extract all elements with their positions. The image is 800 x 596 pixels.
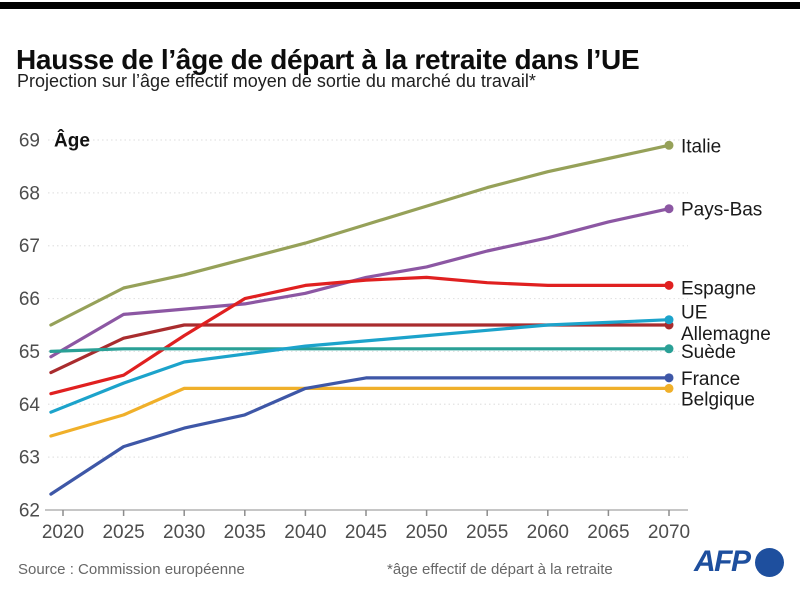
afp-logo-text: AFP	[694, 545, 751, 578]
endpoint-dot-pays-bas	[664, 204, 674, 214]
y-tick-label: 67	[19, 236, 40, 257]
y-tick-label: 64	[19, 395, 41, 416]
x-tick-label: 2025	[102, 522, 144, 543]
afp-logo-circle-icon	[754, 547, 784, 577]
x-tick-label: 2070	[648, 522, 690, 543]
series-label-italie: Italie	[681, 136, 721, 157]
line-ue	[49, 318, 671, 414]
x-tick-label: 2030	[163, 522, 205, 543]
chart-subtitle: Projection sur l’âge effectif moyen de s…	[17, 71, 536, 91]
series-label-france: France	[681, 369, 740, 390]
series-label-belgique: Belgique	[681, 389, 755, 410]
endpoint-dot-france	[664, 373, 674, 383]
source-credit: Source : Commission européenne	[18, 561, 245, 578]
endpoint-dot-belgique	[664, 383, 674, 393]
footnote: *âge effectif de départ à la retraite	[387, 561, 613, 578]
series-label-espagne: Espagne	[681, 278, 756, 299]
line-belgique	[49, 386, 671, 438]
series-label-pays-bas: Pays-Bas	[681, 200, 762, 221]
y-axis-title: Âge	[54, 130, 90, 152]
series-label-suède: Suède	[681, 342, 736, 363]
page-title: Hausse de l’âge de départ à la retraite …	[16, 43, 640, 75]
endpoint-dot-espagne	[664, 280, 674, 290]
x-tick-label: 2020	[42, 522, 84, 543]
y-tick-label: 68	[19, 183, 40, 204]
y-tick-label: 63	[19, 448, 40, 469]
y-tick-label: 62	[19, 500, 40, 521]
x-tick-label: 2050	[405, 522, 447, 543]
x-tick-label: 2065	[587, 522, 629, 543]
top-black-bar	[0, 2, 800, 9]
x-tick-label: 2035	[224, 522, 266, 543]
line-suède	[49, 347, 671, 353]
y-tick-label: 66	[19, 289, 40, 310]
x-tick-label: 2060	[527, 522, 569, 543]
retirement-age-line-chart: 69 68 67 66 65 64 63 62 Âge 2020 2025 2030 2035 2040 2…	[19, 130, 771, 543]
x-tick-label: 2055	[466, 522, 508, 543]
line-france	[49, 376, 671, 496]
line-pays-bas	[49, 207, 671, 359]
endpoint-dot-ue	[664, 315, 674, 325]
endpoint-dot-suède	[664, 344, 674, 354]
series-label-allemagne: Allemagne	[681, 324, 771, 345]
y-tick-label: 65	[19, 342, 40, 363]
x-tick-label: 2045	[345, 522, 387, 543]
y-tick-label: 69	[19, 131, 40, 152]
line-italie	[49, 143, 671, 327]
x-tick-label: 2040	[284, 522, 326, 543]
series-label-ue: UE	[681, 303, 707, 324]
afp-logo: AFP	[694, 545, 784, 579]
endpoint-dot-italie	[664, 140, 674, 150]
